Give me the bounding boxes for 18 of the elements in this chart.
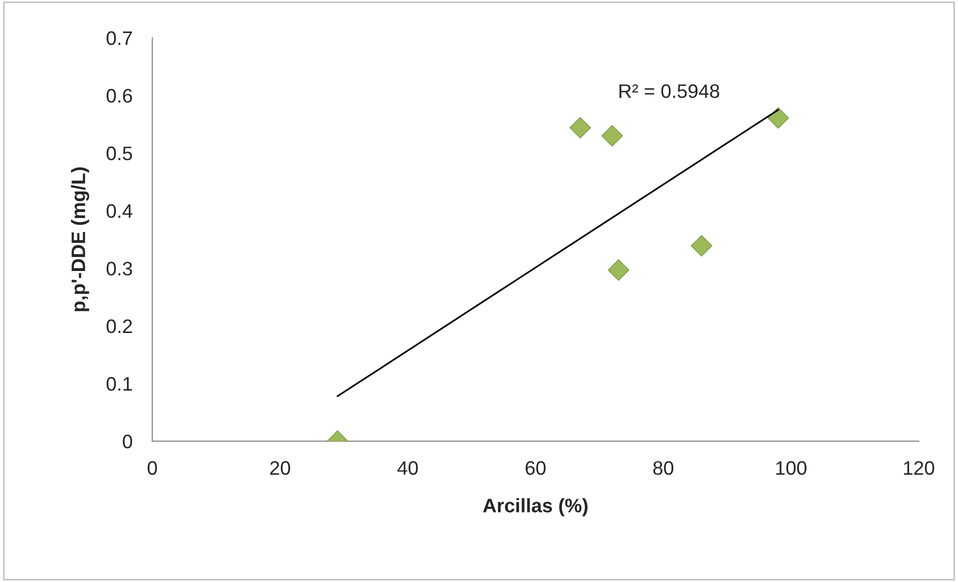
x-tick-label: 40 [397,461,418,475]
x-axis-title: Arcillas (%) [483,498,588,516]
y-tick-label: 0.5 [106,146,132,160]
y-tick-label: 0.1 [106,377,132,391]
x-tick-label: 0 [148,461,157,475]
y-tick-label: 0.6 [106,88,132,103]
x-tick-label: 80 [653,461,674,475]
y-tick-label: 0.2 [106,319,132,334]
x-tick-label: 100 [776,461,806,475]
y-tick-label: 0.3 [106,262,132,276]
y-tick-label: 0.4 [106,204,132,218]
x-tick-label: 120 [904,461,934,475]
x-tick-label: 60 [526,461,546,475]
y-tick-label: 0 [122,434,132,448]
y-tick-label: 0.7 [106,31,132,46]
annotation: R² = 0.5948 [620,84,720,98]
x-tick-label: 20 [270,461,290,475]
y-axis-title: p,p'-DDE (mg/L) [70,167,90,312]
